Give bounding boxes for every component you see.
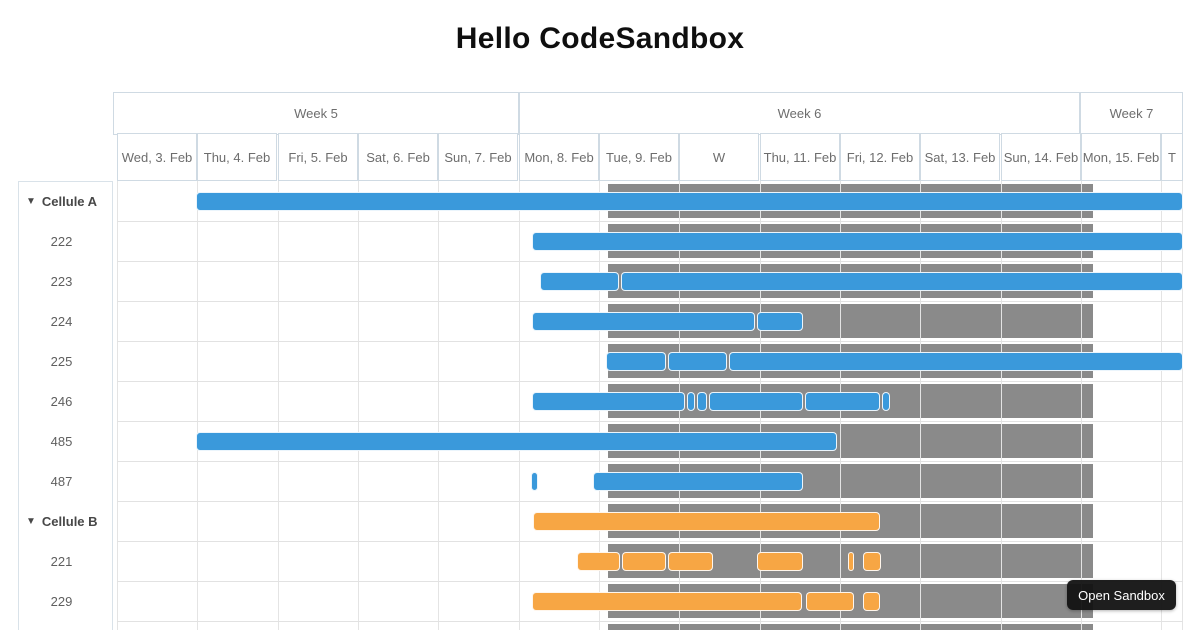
gantt-bar[interactable] [805,392,880,411]
sidebar-row-label: 485 [18,421,113,462]
gantt-bar[interactable] [577,552,620,571]
grid-line [1081,181,1082,630]
grid-line [278,181,279,630]
gantt-bar[interactable] [729,352,1183,371]
day-header-cell: Sat, 13. Feb [920,133,1000,181]
sidebar-row-label: 246 [18,381,113,422]
gantt-bar[interactable] [668,552,713,571]
sidebar-top-border [18,181,113,182]
gantt-bar[interactable] [709,392,803,411]
day-header-cell: Mon, 8. Feb [519,133,599,181]
group-label: Cellule B [41,513,98,529]
gantt-bar[interactable] [622,552,666,571]
week-header-cell: Week 5 [113,92,519,135]
day-header-cell: Thu, 11. Feb [760,133,840,181]
grid-line [519,181,520,630]
day-header-cell: Mon, 15. Feb [1081,133,1161,181]
grid-line [1161,181,1162,630]
week-header-cell: Week 7 [1080,92,1183,135]
page-title: Hello CodeSandbox [455,22,745,55]
gantt-bar[interactable] [806,592,854,611]
row-divider-line [117,461,1183,462]
gantt-bar[interactable] [532,592,802,611]
day-header-cell: Thu, 4. Feb [197,133,277,181]
grid-line [920,181,921,630]
gantt-bar[interactable] [757,312,803,331]
day-header-cell: W [679,133,759,181]
gantt-bar[interactable] [697,392,707,411]
row-divider-line [117,381,1183,382]
day-header-cell: Tue, 9. Feb [599,133,679,181]
sidebar-group-row[interactable]: ▼ Cellule A [18,181,113,222]
gantt-bar[interactable] [196,432,837,451]
day-header-cell: Sun, 7. Feb [438,133,518,181]
group-label: Cellule A [41,193,98,209]
gantt-bar[interactable] [540,272,619,291]
row-divider-line [117,541,1183,542]
gantt-bar[interactable] [687,392,695,411]
collapse-arrow-icon[interactable]: ▼ [26,195,36,207]
row-divider-line [117,421,1183,422]
gantt-bar[interactable] [863,552,881,571]
gantt-bar[interactable] [532,392,685,411]
row-divider-line [117,581,1183,582]
gantt-bar[interactable] [668,352,727,371]
collapse-arrow-icon[interactable]: ▼ [26,515,36,527]
gantt-bar[interactable] [532,232,1183,251]
row-divider-line [117,501,1183,502]
grid-line [197,181,198,630]
gantt-bar[interactable] [593,472,803,491]
gantt-body: ▼ Cellule A 222 223 224 225 246 485 487 ▼ Cellule … [0,181,1184,630]
gantt-bar[interactable] [532,312,755,331]
sidebar-row-label: 222 [18,221,113,262]
row-divider-line [117,341,1183,342]
day-header-cell: T [1161,133,1183,181]
grid-line [1001,181,1002,630]
day-header-cell: Wed, 3. Feb [117,133,197,181]
sidebar-row-label: 225 [18,341,113,382]
sidebar-row-label: 229 [18,581,113,622]
gantt-bar[interactable] [848,552,854,571]
grid-line [438,181,439,630]
sidebar-row-label [18,621,113,630]
gantt-bar[interactable] [757,552,803,571]
gantt-bar[interactable] [196,192,1183,211]
grid-line [1182,181,1183,630]
gantt-bar[interactable] [531,472,538,491]
gantt-bar[interactable] [533,512,880,531]
day-header-cell: Fri, 12. Feb [840,133,920,181]
grid-line [117,181,118,630]
week-header-cell: Week 6 [519,92,1080,135]
gantt-bar[interactable] [621,272,1183,291]
open-sandbox-button[interactable]: Open Sandbox [1067,580,1176,610]
row-divider-line [117,301,1183,302]
day-header-cell: Sun, 14. Feb [1001,133,1081,181]
row-divider-line [117,261,1183,262]
row-divider-line [117,221,1183,222]
day-header-cell: Sat, 6. Feb [358,133,438,181]
gantt-bar[interactable] [882,392,890,411]
sidebar-row-label: 223 [18,261,113,302]
gantt-bar[interactable] [863,592,880,611]
day-header-cell: Fri, 5. Feb [278,133,358,181]
nonworking-time-shade [608,624,1093,630]
gantt-bar[interactable] [606,352,666,371]
grid-line [358,181,359,630]
sidebar-row-label: 224 [18,301,113,342]
sidebar-group-row[interactable]: ▼ Cellule B [18,501,113,542]
sidebar-row-label: 487 [18,461,113,502]
sidebar-row-label: 221 [18,541,113,582]
row-divider-line [117,621,1183,622]
